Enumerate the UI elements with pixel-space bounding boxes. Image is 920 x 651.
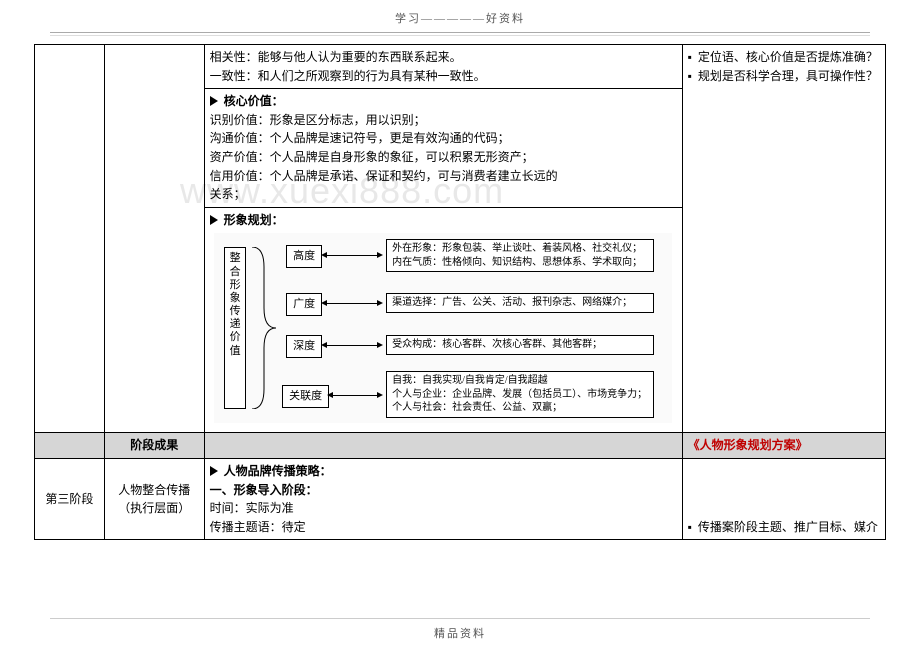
cell-right-notes: 定位语、核心价值是否提炼准确？ 规划是否科学合理，具可操作性？ xyxy=(682,45,885,433)
bullet-item: 规划是否科学合理，具可操作性？ xyxy=(688,67,880,86)
text-line: 关系； xyxy=(210,185,677,204)
text-line: 传播主题语：待定 xyxy=(210,518,677,537)
text-line: 信用价值：个人品牌是承诺、保证和契约，可与消费者建立长远的 xyxy=(210,167,677,186)
divider xyxy=(50,618,870,619)
diagram-node-height: 高度 xyxy=(286,245,322,268)
cell-empty xyxy=(204,433,682,459)
page-footer: 精品资料 xyxy=(0,618,920,641)
arrow-icon xyxy=(332,395,378,396)
text-line: 沟通价值：个人品牌是速记符号，更是有效沟通的代码； xyxy=(210,129,677,148)
diagram-node-relation: 关联度 xyxy=(282,385,329,408)
cell-empty xyxy=(104,45,204,89)
triangle-icon xyxy=(210,215,218,225)
diagram-desc: 外在形象：形象包装、举止谈吐、着装风格、社交礼仪；内在气质：性格倾向、知识结构、… xyxy=(386,239,654,272)
image-plan-diagram: 整合 形象 传 递价 值 高度 外在形象：形象包装、举止谈吐、着装风格、社交礼仪… xyxy=(214,233,672,423)
cell-empty xyxy=(35,207,105,433)
brace-icon xyxy=(250,247,278,409)
diagram-desc: 受众构成：核心客群、次核心客群、其他客群； xyxy=(386,335,654,355)
divider xyxy=(50,35,870,36)
text-line: 识别价值：形象是区分标志，用以识别； xyxy=(210,111,677,130)
triangle-icon xyxy=(210,96,218,106)
arrow-icon xyxy=(326,345,378,346)
diagram-node-depth: 深度 xyxy=(286,335,322,358)
cell-relevance: 相关性：能够与他人认为重要的东西联系起来。 一致性：和人们之所观察到的行为具有某… xyxy=(204,45,682,89)
bullet-item: 传播案阶段主题、推广目标、媒介 xyxy=(688,518,880,537)
stage3-label: 第三阶段 xyxy=(35,458,105,539)
section-title: 核心价值： xyxy=(224,92,284,111)
stage3-title: 人物整合传播 （执行层面） xyxy=(104,458,204,539)
page-header: 学习—————好资料 xyxy=(0,0,920,32)
diagram-desc: 自我：自我实现/自我肯定/自我超越个人与企业：企业品牌、发展（包括员工）、市场竞… xyxy=(386,371,654,418)
section-header: 核心价值： xyxy=(210,92,677,111)
diagram-vertical-label: 整合 形象 传 递价 值 xyxy=(224,247,246,409)
text-line: 相关性：能够与他人认为重要的东西联系起来。 xyxy=(210,48,677,67)
arrow-icon xyxy=(326,303,378,304)
cell-empty xyxy=(35,433,105,459)
cell-empty xyxy=(104,207,204,433)
section-header: 形象规划： xyxy=(210,211,677,230)
divider xyxy=(50,32,870,33)
arrow-icon xyxy=(326,255,378,256)
stage-result-label: 阶段成果 xyxy=(104,433,204,459)
triangle-icon xyxy=(210,466,218,476)
cell-empty xyxy=(104,89,204,208)
text-line: 一致性：和人们之所观察到的行为具有某种一致性。 xyxy=(210,67,677,86)
diagram-node-width: 广度 xyxy=(286,293,322,316)
main-table: 相关性：能够与他人认为重要的东西联系起来。 一致性：和人们之所观察到的行为具有某… xyxy=(34,44,886,540)
section-header: 人物品牌传播策略： xyxy=(210,462,677,481)
cell-image-plan: 形象规划： 整合 形象 传 递价 值 高度 外在形象：形象包装、举止谈吐、着装风… xyxy=(204,207,682,433)
section-title: 形象规划： xyxy=(224,211,284,230)
stage3-body: 人物品牌传播策略： 一、形象导入阶段： 时间：实际为准 传播主题语：待定 xyxy=(204,458,682,539)
stage-result-value: 《人物形象规划方案》 xyxy=(682,433,885,459)
bullet-item: 定位语、核心价值是否提炼准确？ xyxy=(688,48,880,67)
section-title: 人物品牌传播策略： xyxy=(224,462,332,481)
cell-empty xyxy=(35,89,105,208)
cell-empty xyxy=(35,45,105,89)
text-line: 资产价值：个人品牌是自身形象的象征，可以积累无形资产； xyxy=(210,148,677,167)
cell-core-value: 核心价值： 识别价值：形象是区分标志，用以识别； 沟通价值：个人品牌是速记符号，… xyxy=(204,89,682,208)
subsection-title: 一、形象导入阶段： xyxy=(210,481,677,500)
stage3-right: 传播案阶段主题、推广目标、媒介 xyxy=(682,458,885,539)
text-line: 时间：实际为准 xyxy=(210,499,677,518)
diagram-desc: 渠道选择：广告、公关、活动、报刊杂志、网络媒介； xyxy=(386,293,654,313)
